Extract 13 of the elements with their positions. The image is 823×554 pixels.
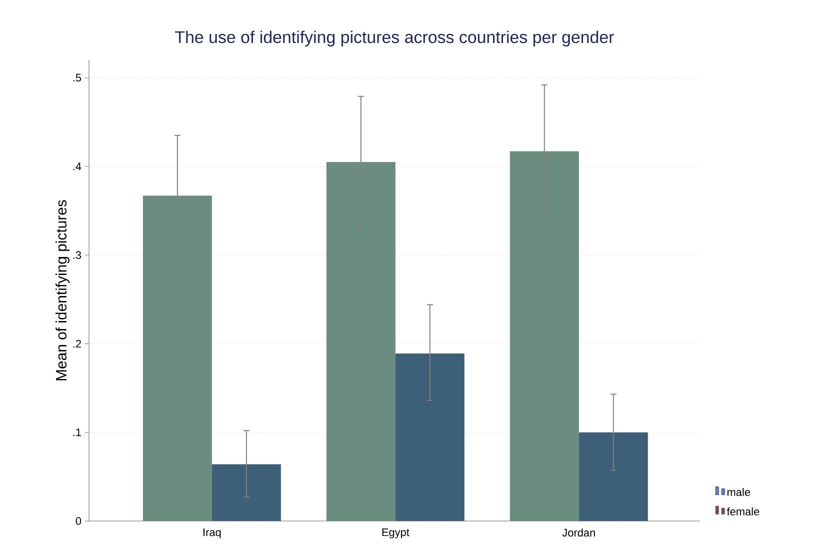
x-tick-label: Jordan — [562, 528, 595, 537]
y-tick-label: .5 — [73, 74, 82, 82]
x-tick-label: Egypt — [382, 528, 410, 538]
x-tick-label: Iraq — [204, 528, 221, 538]
y-axis-title: Mean of identifying pictures — [56, 200, 70, 380]
chart-title: The use of identifying pictures across countries per gender — [175, 30, 614, 47]
y-tick-label: .1 — [73, 428, 81, 436]
legend-label: female — [726, 507, 760, 516]
y-tick-label: 0 — [76, 517, 82, 525]
y-tick-label: .3 — [73, 251, 82, 259]
y-tick-label: .2 — [73, 340, 81, 348]
legend-label: male — [728, 488, 750, 496]
y-tick-label: .4 — [73, 162, 82, 170]
